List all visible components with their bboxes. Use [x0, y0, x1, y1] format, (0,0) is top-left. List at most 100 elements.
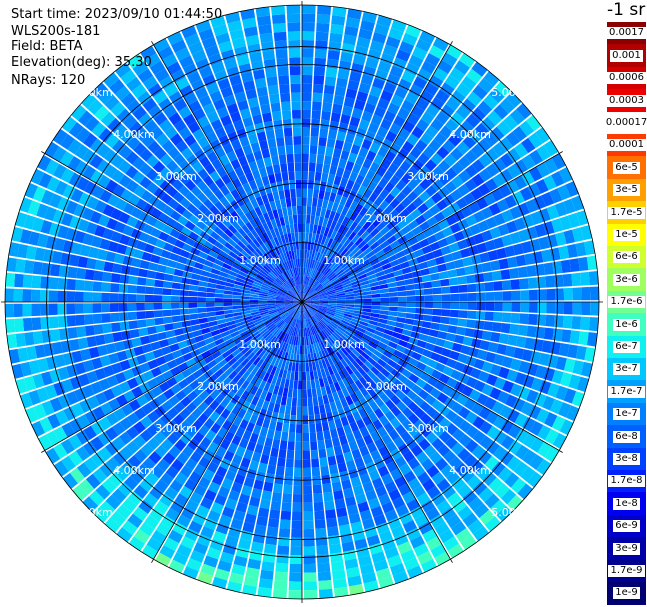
- range-gate-cell: [341, 206, 349, 217]
- range-gate-cell: [305, 276, 309, 286]
- range-gate-cell: [164, 83, 179, 97]
- range-gate-cell: [402, 407, 414, 419]
- range-gate-cell: [137, 68, 154, 83]
- range-gate-cell: [44, 141, 60, 158]
- range-gate-cell: [84, 181, 98, 195]
- range-gate-cell: [371, 293, 381, 298]
- range-gate-cell: [368, 497, 381, 510]
- range-gate-cell: [307, 179, 315, 189]
- range-gate-cell: [309, 306, 317, 313]
- range-gate-cell: [171, 245, 182, 256]
- range-gate-cell: [451, 401, 464, 414]
- range-gate-cell: [307, 336, 312, 346]
- range-gate-cell: [489, 260, 501, 271]
- range-gate-cell: [397, 541, 413, 555]
- range-gate-cell: [408, 337, 419, 346]
- range-gate-cell: [408, 258, 419, 267]
- range-gate-cell: [302, 275, 305, 285]
- range-gate-cell: [309, 259, 314, 269]
- range-gate-cell: [438, 173, 451, 186]
- range-gate-cell: [302, 336, 305, 346]
- range-gate-cell: [425, 172, 438, 185]
- range-gate-cell: [330, 428, 339, 439]
- range-gate-cell: [345, 252, 354, 261]
- range-gate-cell: [246, 504, 259, 516]
- range-gate-cell: [461, 98, 477, 113]
- range-gate-cell: [288, 344, 293, 354]
- range-gate-cell: [528, 302, 538, 313]
- colorbar-cell: 1.7e-9: [607, 559, 646, 583]
- range-gate-cell: [160, 412, 173, 425]
- range-gate-cell: [221, 49, 235, 62]
- range-gate-cell: [225, 282, 235, 288]
- range-gate-cell: [317, 571, 332, 582]
- colorbar-cell: 1.7e-5: [607, 201, 646, 225]
- range-gate-cell: [453, 259, 465, 269]
- range-gate-cell: [365, 344, 376, 353]
- range-gate-cell: [189, 379, 201, 390]
- range-gate-cell: [295, 336, 299, 346]
- range-gate-cell: [361, 314, 371, 320]
- range-gate-cell: [343, 487, 354, 499]
- range-gate-cell: [238, 327, 248, 334]
- range-gate-cell: [261, 351, 269, 361]
- range-gate-cell: [493, 213, 506, 226]
- range-gate-cell: [361, 283, 371, 289]
- range-gate-cell: [365, 461, 377, 473]
- range-gate-cell: [195, 57, 210, 71]
- range-gate-cell: [357, 354, 367, 364]
- range-gate-cell: [363, 210, 373, 221]
- range-gate-cell: [267, 138, 277, 149]
- range-gate-cell: [118, 145, 133, 160]
- range-gate-cell: [187, 390, 199, 402]
- range-gate-cell: [345, 395, 354, 406]
- range-gate-cell: [269, 311, 279, 317]
- range-gate-cell: [330, 472, 341, 483]
- range-gate-cell: [128, 399, 141, 412]
- range-gate-cell: [367, 323, 377, 330]
- range-label: 2.00km: [365, 212, 407, 225]
- range-gate-cell: [259, 309, 269, 314]
- range-gate-cell: [295, 296, 302, 302]
- range-gate-cell: [401, 329, 412, 337]
- range-gate-cell: [202, 187, 214, 199]
- range-gate-cell: [234, 351, 244, 361]
- range-gate-cell: [423, 308, 433, 315]
- range-gate-cell: [316, 369, 323, 379]
- range-gate-cell: [164, 126, 178, 140]
- range-gate-cell: [377, 98, 390, 110]
- range-gate-cell: [100, 111, 116, 127]
- range-gate-cell: [196, 534, 212, 547]
- range-gate-cell: [238, 174, 248, 186]
- range-gate-cell: [294, 310, 299, 319]
- range-gate-cell: [352, 484, 365, 496]
- range-gate-cell: [572, 227, 584, 243]
- range-gate-cell: [407, 425, 419, 438]
- range-gate-cell: [411, 225, 423, 236]
- range-gate-cell: [342, 141, 353, 153]
- range-gate-cell: [45, 159, 60, 176]
- range-gate-cell: [286, 325, 292, 334]
- range-gate-cell: [428, 75, 444, 89]
- range-gate-cell: [287, 162, 295, 172]
- range-gate-cell: [340, 150, 350, 161]
- range-gate-cell: [302, 354, 306, 364]
- range-gate-cell: [265, 321, 274, 328]
- range-gate-cell: [493, 312, 503, 322]
- range-gate-cell: [390, 417, 401, 429]
- range-gate-cell: [312, 396, 319, 407]
- range-gate-cell: [115, 198, 128, 211]
- range-gate-cell: [169, 343, 180, 353]
- range-gate-cell: [253, 216, 262, 227]
- range-gate-cell: [263, 121, 274, 132]
- range-gate-cell: [221, 246, 232, 255]
- range-gate-cell: [344, 291, 354, 295]
- range-gate-cell: [132, 506, 148, 522]
- range-gate-cell: [543, 262, 554, 275]
- range-gate-cell: [78, 192, 92, 207]
- range-gate-cell: [249, 296, 259, 300]
- range-gate-cell: [424, 197, 436, 209]
- range-gate-cell: [422, 281, 433, 289]
- range-gate-cell: [318, 377, 325, 388]
- range-gate-cell: [527, 471, 543, 488]
